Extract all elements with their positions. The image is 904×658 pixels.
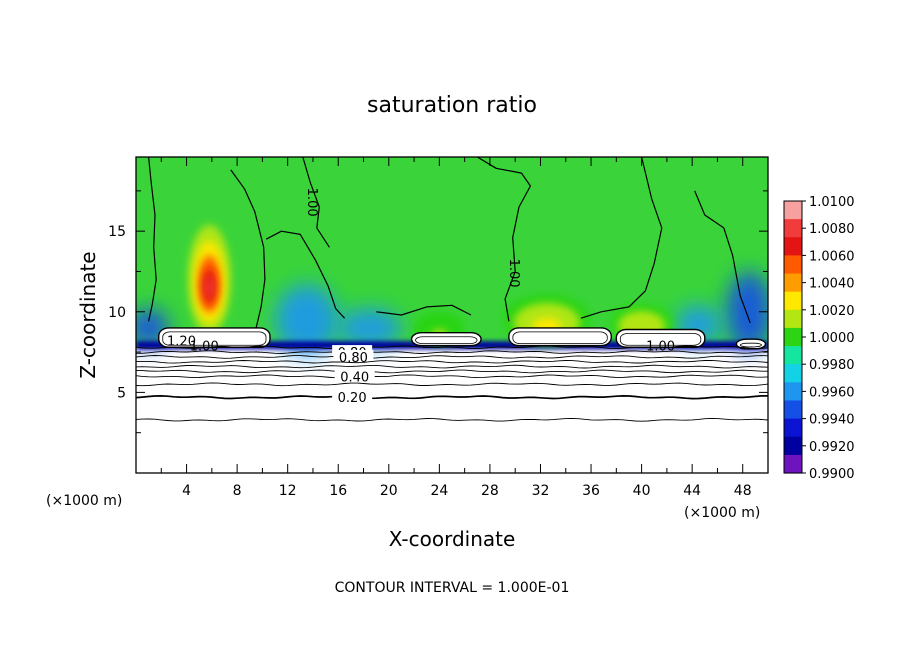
x-axis: 4 8 12 16 20 24 28 32 36 40 44 48 xyxy=(160,157,752,499)
colorbar-swatch-13 xyxy=(784,436,802,456)
contour-line-4 xyxy=(136,364,768,369)
cloud-cap-inner-1 xyxy=(415,336,478,345)
colorbar-label-4: 1.0020 xyxy=(809,304,855,319)
contour-line-1-00-6 xyxy=(580,157,663,319)
contour-value-label-3: 1.00 xyxy=(304,188,319,217)
x-tick-label-36: 36 xyxy=(582,483,600,499)
hot-plume-0-ring-4 xyxy=(205,278,213,297)
x-tick-label-16: 16 xyxy=(329,483,347,499)
colorbar-swatch-2 xyxy=(784,237,802,256)
chart-title: saturation ratio xyxy=(367,93,537,118)
cloud-cap-inner-3 xyxy=(619,333,702,346)
colorbar-swatch-12 xyxy=(784,418,802,438)
cold-patch-3 xyxy=(726,271,768,353)
cloud-cap-2 xyxy=(508,327,612,347)
contour-line-0 xyxy=(136,345,768,350)
colorbar-swatch-3 xyxy=(784,255,802,275)
contour-line-3 xyxy=(136,359,768,364)
contour-line-1-00-3 xyxy=(302,157,330,248)
cloud-cap-0 xyxy=(158,327,271,348)
x-tick-label-28: 28 xyxy=(481,483,499,499)
colorbar-swatch-0 xyxy=(784,201,802,220)
cold-patch-1 xyxy=(338,308,402,348)
contour-label-bg-6 xyxy=(334,369,375,385)
y-tick-label-5: 5 xyxy=(117,385,126,401)
colorbar-label-7: 0.9960 xyxy=(809,385,855,400)
plot-frame xyxy=(135,156,769,474)
x-tick-label-32: 32 xyxy=(532,483,550,499)
colorbar-swatch-4 xyxy=(784,273,802,293)
colorbar-label-2: 1.0060 xyxy=(809,249,855,264)
colorbar-swatch-7 xyxy=(784,327,802,347)
contour-value-label-2: 1.00 xyxy=(506,259,521,288)
contour-label-6: 0.40 xyxy=(340,370,369,385)
contour-value-label-0: 1.00 xyxy=(190,339,219,354)
contour-line-1-00-2 xyxy=(265,230,346,319)
y-axis: 5 10 15 xyxy=(108,190,768,434)
x-tick-label-20: 20 xyxy=(380,483,398,499)
contour-line-1-00-5 xyxy=(476,157,531,322)
x-unit-right: (×1000 m) xyxy=(684,505,760,521)
colorbar-label-1: 1.0080 xyxy=(809,222,855,237)
colorbar-label-6: 0.9980 xyxy=(809,358,855,373)
x-tick-label-24: 24 xyxy=(430,483,448,499)
x-tick-label-8: 8 xyxy=(233,483,242,499)
y-tick-label-10: 10 xyxy=(108,305,126,321)
contour-line-5 xyxy=(136,369,768,374)
colorbar-swatch-5 xyxy=(784,291,802,311)
y-tick-label-15: 15 xyxy=(108,224,126,240)
cloud-cap-label-0: 1.20 xyxy=(167,335,196,350)
contour-line-1-00-0 xyxy=(148,157,157,322)
x-tick-label-40: 40 xyxy=(633,483,651,499)
contour-line-1-00-7 xyxy=(694,190,751,324)
colorbar-swatch-9 xyxy=(784,364,802,383)
x-unit-left: (×1000 m) xyxy=(46,493,122,509)
colorbar-swatch-6 xyxy=(784,309,802,329)
cloud-cap-inner-4 xyxy=(740,342,762,348)
colorbar-swatch-1 xyxy=(784,219,802,238)
colorbar-swatch-14 xyxy=(784,454,802,474)
y-axis-label: Z-coordinate xyxy=(76,251,100,378)
contour-line-1-00-4 xyxy=(376,304,472,316)
x-tick-label-48: 48 xyxy=(734,483,752,499)
colorbar-label-0: 1.0100 xyxy=(809,195,855,210)
subsaturated-layer xyxy=(136,347,768,473)
contour-label-8: 0.20 xyxy=(338,391,367,406)
cloud-cap-1 xyxy=(410,332,482,347)
contour-line-7 xyxy=(136,382,768,387)
colorbar-label-10: 0.9900 xyxy=(809,467,855,482)
colorbar-swatch-11 xyxy=(784,400,802,420)
x-tick-label-4: 4 xyxy=(182,483,191,499)
contour-label-2: 0.80 xyxy=(339,351,368,366)
x-tick-label-44: 44 xyxy=(683,483,701,499)
contour-line-1 xyxy=(136,350,768,354)
contour-interval-footer: CONTOUR INTERVAL = 1.000E-01 xyxy=(335,580,570,596)
colorbar-label-5: 1.0000 xyxy=(809,331,855,346)
plot-area: 0.800.800.400.201.201.001.001.001.00 xyxy=(136,157,768,473)
colorbar-swatch-10 xyxy=(784,382,802,402)
colorbar-label-3: 1.0040 xyxy=(809,277,855,292)
contour-line-1-00-1 xyxy=(230,169,266,329)
x-tick-label-12: 12 xyxy=(279,483,297,499)
cold-patch-0 xyxy=(275,284,339,356)
contour-line-9 xyxy=(136,417,768,422)
colorbar: 1.0100 1.0080 1.0060 1.0040 1.0020 1.0000 0.99… xyxy=(783,195,855,482)
contour-line-8 xyxy=(136,395,768,400)
colorbar-swatch-8 xyxy=(784,346,802,365)
contour-line-2 xyxy=(136,355,768,359)
x-axis-label: X-coordinate xyxy=(389,527,516,551)
cloud-cap-3 xyxy=(615,328,706,348)
cloud-cap-inner-2 xyxy=(512,331,608,345)
contour-label-bg-8 xyxy=(332,390,373,406)
colorbar-label-8: 0.9940 xyxy=(809,413,855,428)
contour-line-6 xyxy=(136,374,768,379)
contour-label-bg-2 xyxy=(333,349,374,365)
cloud-cap-inner-0 xyxy=(162,331,267,346)
contour-value-label-1: 1.00 xyxy=(646,339,675,354)
colorbar-label-9: 0.9920 xyxy=(809,440,855,455)
